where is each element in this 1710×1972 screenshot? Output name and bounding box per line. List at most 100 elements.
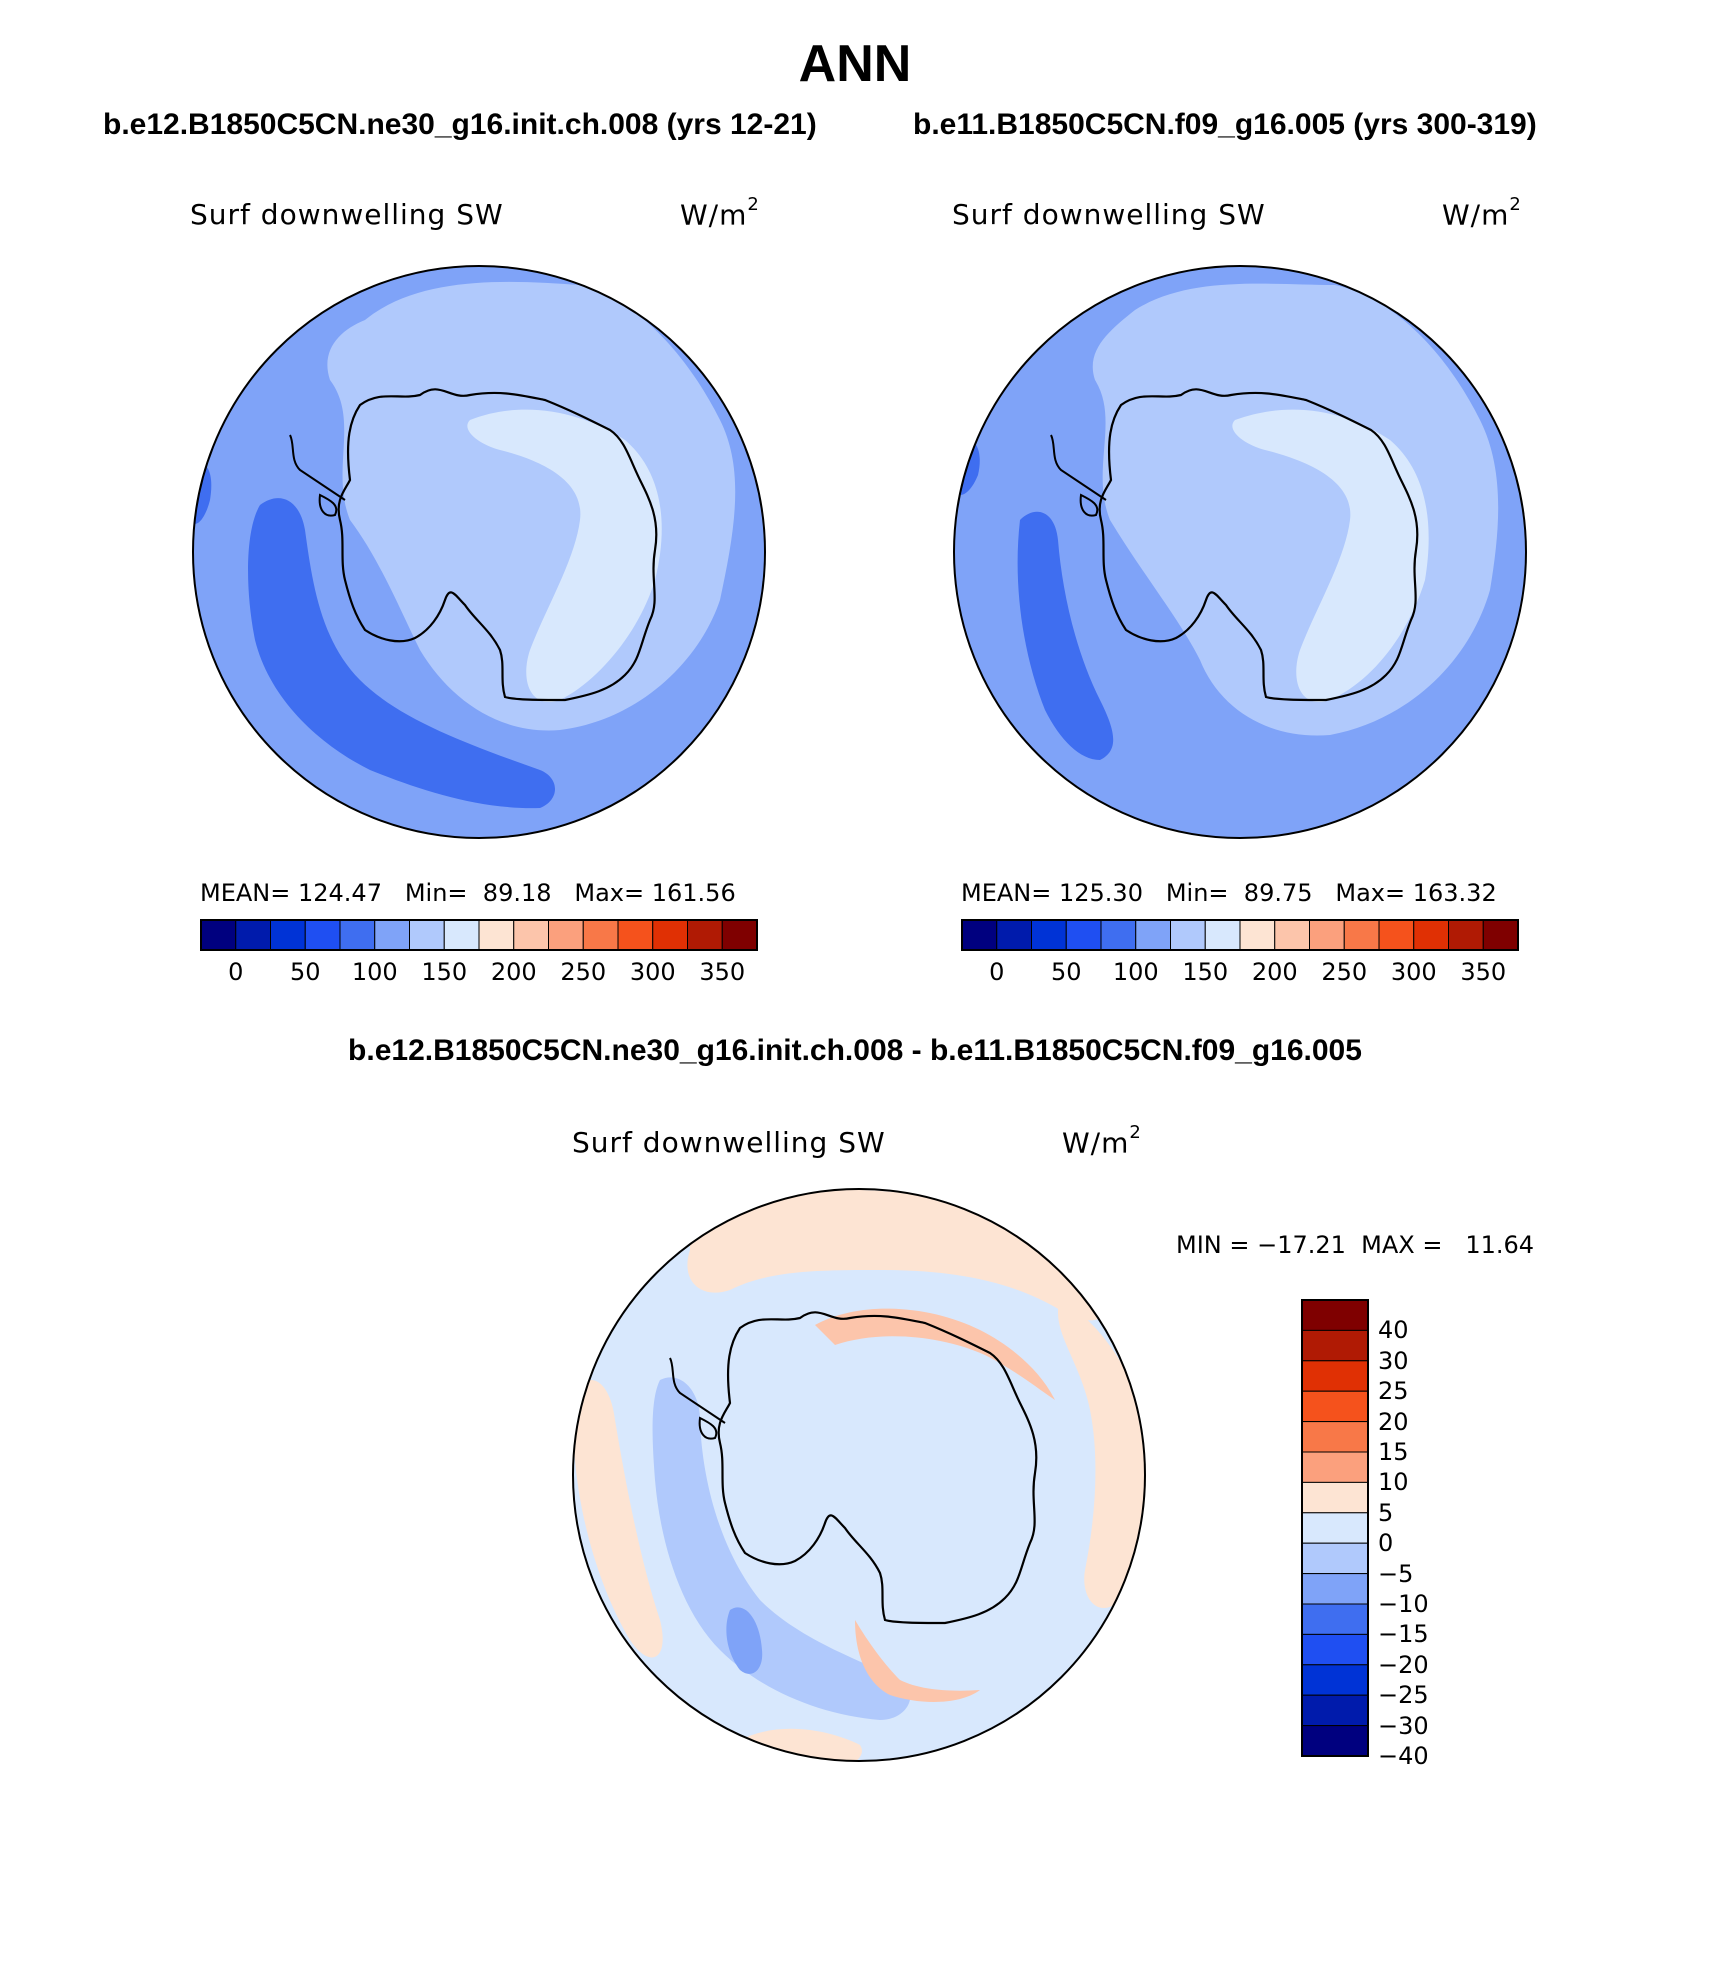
map1-field-150-175	[467, 409, 662, 702]
colorbar-swatch	[1301, 1481, 1369, 1514]
colorbar-tick-label: 0	[228, 958, 244, 986]
colorbar-swatch	[1301, 1360, 1369, 1392]
colorbar-swatch	[339, 919, 376, 951]
panel-1-variable-label: Surf downwelling SW	[190, 198, 504, 231]
panel-1-case-title: b.e12.B1850C5CN.ne30_g16.init.ch.008 (yr…	[103, 108, 817, 141]
colorbar-tick-label: 0	[1378, 1529, 1394, 1558]
diff-ice-shelf-detail	[698, 1416, 718, 1440]
colorbar-swatch	[443, 919, 480, 951]
colorbar-tick-label: −25	[1378, 1681, 1429, 1710]
colorbar-tick-label: 30	[1378, 1346, 1409, 1375]
colorbar-tick-label: 350	[1460, 958, 1507, 986]
map2-ice-shelf-detail	[1079, 493, 1099, 517]
panel-1-colorbar	[200, 919, 758, 951]
map2-field-100-125	[954, 266, 1526, 838]
colorbar-swatch	[1135, 919, 1171, 951]
colorbar-swatch	[1301, 1390, 1369, 1423]
difference-colorbar	[1301, 1299, 1369, 1757]
colorbar-tick-label: −10	[1378, 1590, 1429, 1618]
diff-field-neg10-neg15	[726, 1607, 763, 1674]
colorbar-tick-label: 150	[421, 958, 468, 986]
diff-field-0-5-north	[687, 1189, 1107, 1321]
colorbar-tick-label: 200	[490, 958, 537, 986]
map1-field-75-100	[248, 498, 555, 809]
colorbar-swatch	[652, 919, 688, 951]
colorbar-frame	[200, 919, 758, 951]
colorbar-swatch	[1301, 1694, 1369, 1727]
colorbar-swatch	[513, 919, 549, 951]
diff-field-0-neg5	[573, 1189, 1145, 1761]
colorbar-swatch	[1482, 919, 1519, 951]
diff-minmax: MIN = −17.21 MAX = 11.64	[1176, 1231, 1535, 1259]
colorbar-swatch	[1301, 1512, 1369, 1544]
colorbar-swatch	[478, 919, 515, 951]
colorbar-frame	[1301, 1299, 1369, 1757]
map2-field-150-175	[1232, 409, 1429, 702]
map2-field-75-100-west	[955, 439, 980, 495]
map1-peninsula	[289, 434, 346, 501]
diff-field-0-5-west	[573, 1380, 663, 1658]
panel-2-colorbar	[961, 919, 1519, 951]
colorbar-swatch	[409, 919, 445, 951]
map1-ice-shelf-detail	[318, 493, 338, 517]
colorbar-tick-label: 40	[1378, 1316, 1409, 1345]
map1-coastline	[337, 388, 658, 702]
diff-field-0-5-east	[1058, 1300, 1145, 1609]
colorbar-tick-label: 300	[629, 958, 676, 986]
panel-2-case-title: b.e11.B1850C5CN.f09_g16.005 (yrs 300-319…	[913, 108, 1537, 141]
panel-1-stats: MEAN= 124.47 Min= 89.18 Max= 161.56	[200, 879, 736, 907]
colorbar-swatch	[1170, 919, 1206, 951]
difference-title: b.e12.B1850C5CN.ne30_g16.init.ch.008 - b…	[348, 1034, 1362, 1067]
colorbar-tick-label: 350	[699, 958, 746, 986]
colorbar-swatch	[996, 919, 1032, 951]
diff-peninsula	[669, 1357, 726, 1424]
colorbar-swatch	[1301, 1299, 1369, 1331]
main-title: ANN	[798, 35, 912, 93]
colorbar-swatch	[1301, 1573, 1369, 1605]
colorbar-tick-label: 50	[1050, 958, 1082, 986]
colorbar-tick-label: −5	[1378, 1559, 1414, 1588]
colorbar-tick-label: −40	[1378, 1742, 1429, 1770]
map2-peninsula	[1050, 434, 1107, 501]
colorbar-tick-label: 200	[1251, 958, 1298, 986]
colorbar-swatch	[1301, 1421, 1369, 1453]
colorbar-swatch	[1309, 919, 1345, 951]
colorbar-swatch	[582, 919, 619, 951]
colorbar-tick-label: 300	[1390, 958, 1437, 986]
colorbar-swatch	[548, 919, 584, 951]
colorbar-tick-label: 15	[1378, 1438, 1409, 1466]
colorbar-swatch	[1413, 919, 1449, 951]
map1-field-125-150	[327, 281, 736, 731]
panel-2-variable-label: Surf downwelling SW	[952, 198, 1266, 231]
colorbar-swatch	[721, 919, 758, 951]
colorbar-tick-label: 25	[1378, 1377, 1409, 1406]
colorbar-swatch	[1100, 919, 1137, 951]
colorbar-swatch	[200, 919, 237, 951]
colorbar-swatch	[1065, 919, 1102, 951]
colorbar-swatch	[687, 919, 723, 951]
colorbar-tick-label: 50	[289, 958, 321, 986]
colorbar-swatch	[1301, 1451, 1369, 1483]
colorbar-swatch	[374, 919, 410, 951]
colorbar-swatch	[1448, 919, 1484, 951]
colorbar-swatch	[270, 919, 306, 951]
colorbar-swatch	[1239, 919, 1276, 951]
map2-boundary	[953, 265, 1527, 839]
colorbar-tick-label: 5	[1378, 1498, 1394, 1527]
colorbar-swatch	[1204, 919, 1241, 951]
colorbar-swatch	[1378, 919, 1415, 951]
colorbar-swatch	[1343, 919, 1380, 951]
colorbar-tick-label: 10	[1378, 1468, 1409, 1497]
map2-field-125-150	[1092, 283, 1499, 736]
diff-field-0-5-south	[739, 1728, 862, 1761]
diff-units-label: W/m2	[1062, 1122, 1142, 1160]
colorbar-swatch	[235, 919, 271, 951]
diff-variable-label: Surf downwelling SW	[572, 1126, 886, 1159]
colorbar-swatch	[961, 919, 998, 951]
colorbar-swatch	[1274, 919, 1310, 951]
map1-boundary	[192, 265, 766, 839]
colorbar-swatch	[1301, 1725, 1369, 1757]
